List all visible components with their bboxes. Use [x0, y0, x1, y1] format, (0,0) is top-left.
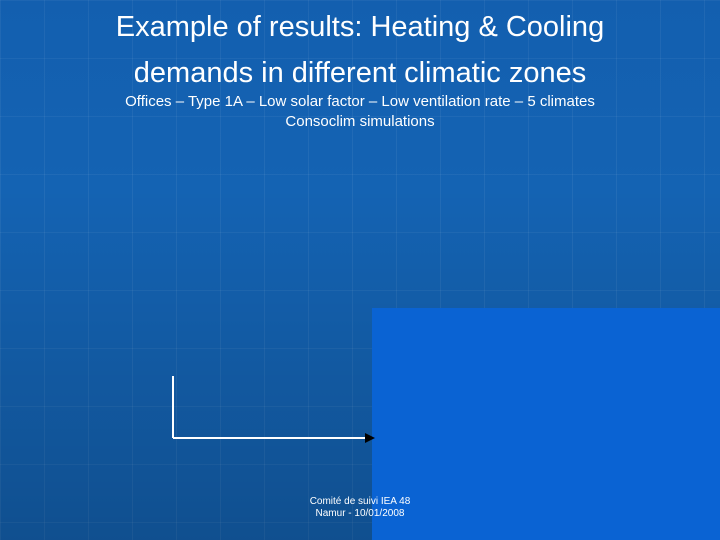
slide-title-line-2: demands in different climatic zones — [133, 57, 587, 89]
footer-line-2: Namur - 10/01/2008 — [315, 508, 405, 519]
slide-subtitle: Offices – Type 1A – Low solar factor – L… — [20, 92, 700, 132]
slide-title-line-1: Example of results: Heating & Cooling — [115, 11, 605, 43]
x-axis-arrow-icon — [365, 433, 375, 443]
chart-placeholder-panel — [372, 308, 720, 540]
slide-title: Example of results: Heating & Cooling de… — [40, 4, 680, 96]
footer-line-1: Comité de suivi IEA 48 — [309, 496, 411, 507]
chart-axes — [172, 376, 375, 443]
slide-subtitle-line-1: Offices – Type 1A – Low solar factor – L… — [125, 93, 595, 110]
slide-footer: Comité de suivi IEA 48 Namur - 10/01/200… — [270, 496, 450, 520]
slide-subtitle-line-2: Consoclim simulations — [285, 113, 435, 130]
